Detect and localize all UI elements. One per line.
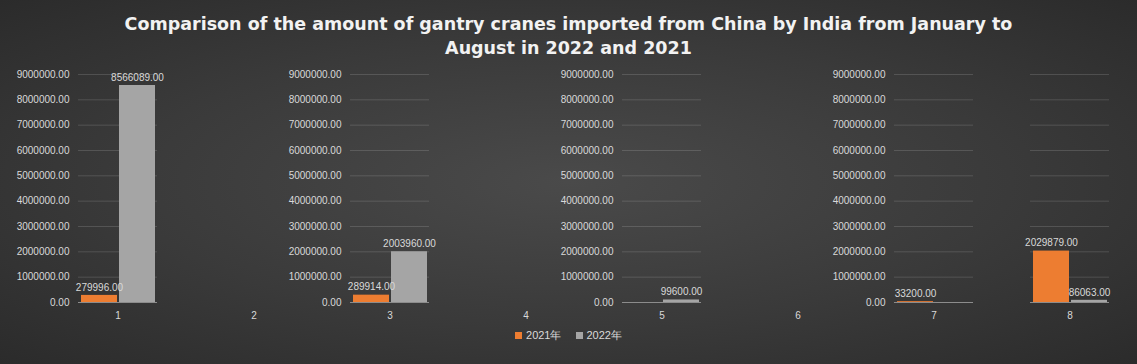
html-text:2022年: 2022年 (586, 329, 622, 341)
svg-text:3000000.00: 3000000.00 (561, 221, 614, 232)
svg-text:2000000.00: 2000000.00 (833, 246, 886, 257)
svg-text:1000000.00: 1000000.00 (289, 271, 342, 282)
svg-text:4000000.00: 4000000.00 (561, 195, 614, 206)
html-text:Comparison of the amount of ga: Comparison of the amount of gantry crane… (124, 14, 1013, 58)
svg-text:7000000.00: 7000000.00 (561, 119, 614, 130)
svg-text:8: 8 (1067, 310, 1073, 321)
svg-text:2: 2 (251, 310, 257, 321)
svg-text:33200.00: 33200.00 (895, 288, 937, 299)
svg-text:0.00: 0.00 (322, 297, 342, 308)
svg-text:1: 1 (115, 310, 121, 321)
svg-text:289914.00: 289914.00 (348, 281, 396, 292)
svg-text:6: 6 (795, 310, 801, 321)
svg-text:9000000.00: 9000000.00 (17, 69, 70, 80)
svg-text:5000000.00: 5000000.00 (289, 170, 342, 181)
svg-text:2000000.00: 2000000.00 (17, 246, 70, 257)
svg-text:7000000.00: 7000000.00 (289, 119, 342, 130)
svg-text:7: 7 (931, 310, 937, 321)
svg-text:2029879.00: 2029879.00 (1025, 237, 1078, 248)
html-text:2021年: 2021年 (526, 329, 562, 341)
svg-text:5: 5 (659, 310, 665, 321)
svg-text:86063.00: 86063.00 (1069, 287, 1111, 298)
svg-text:3000000.00: 3000000.00 (833, 221, 886, 232)
svg-text:6000000.00: 6000000.00 (289, 145, 342, 156)
svg-text:4: 4 (523, 310, 529, 321)
svg-text:3000000.00: 3000000.00 (289, 221, 342, 232)
svg-text:5000000.00: 5000000.00 (561, 170, 614, 181)
svg-text:0.00: 0.00 (866, 297, 886, 308)
svg-text:8000000.00: 8000000.00 (833, 94, 886, 105)
svg-text:9000000.00: 9000000.00 (561, 69, 614, 80)
svg-text:8566089.00: 8566089.00 (111, 72, 164, 83)
svg-text:8000000.00: 8000000.00 (17, 94, 70, 105)
svg-text:4000000.00: 4000000.00 (289, 195, 342, 206)
svg-text:1000000.00: 1000000.00 (17, 271, 70, 282)
svg-text:6000000.00: 6000000.00 (833, 145, 886, 156)
svg-text:6000000.00: 6000000.00 (17, 145, 70, 156)
svg-text:1000000.00: 1000000.00 (561, 271, 614, 282)
svg-text:3000000.00: 3000000.00 (17, 221, 70, 232)
svg-text:0.00: 0.00 (594, 297, 614, 308)
svg-text:2000000.00: 2000000.00 (289, 246, 342, 257)
svg-text:7000000.00: 7000000.00 (17, 119, 70, 130)
svg-text:4000000.00: 4000000.00 (17, 195, 70, 206)
svg-text:8000000.00: 8000000.00 (289, 94, 342, 105)
svg-text:99600.00: 99600.00 (661, 286, 703, 297)
svg-text:3: 3 (387, 310, 393, 321)
svg-text:1000000.00: 1000000.00 (833, 271, 886, 282)
svg-text:7000000.00: 7000000.00 (833, 119, 886, 130)
svg-text:5000000.00: 5000000.00 (833, 170, 886, 181)
svg-text:9000000.00: 9000000.00 (833, 69, 886, 80)
svg-text:0.00: 0.00 (50, 297, 70, 308)
svg-text:2003960.00: 2003960.00 (383, 238, 436, 249)
svg-text:8000000.00: 8000000.00 (561, 94, 614, 105)
svg-text:279996.00: 279996.00 (76, 282, 124, 293)
svg-text:9000000.00: 9000000.00 (289, 69, 342, 80)
svg-text:6000000.00: 6000000.00 (561, 145, 614, 156)
svg-text:4000000.00: 4000000.00 (833, 195, 886, 206)
svg-text:5000000.00: 5000000.00 (17, 170, 70, 181)
svg-text:2000000.00: 2000000.00 (561, 246, 614, 257)
